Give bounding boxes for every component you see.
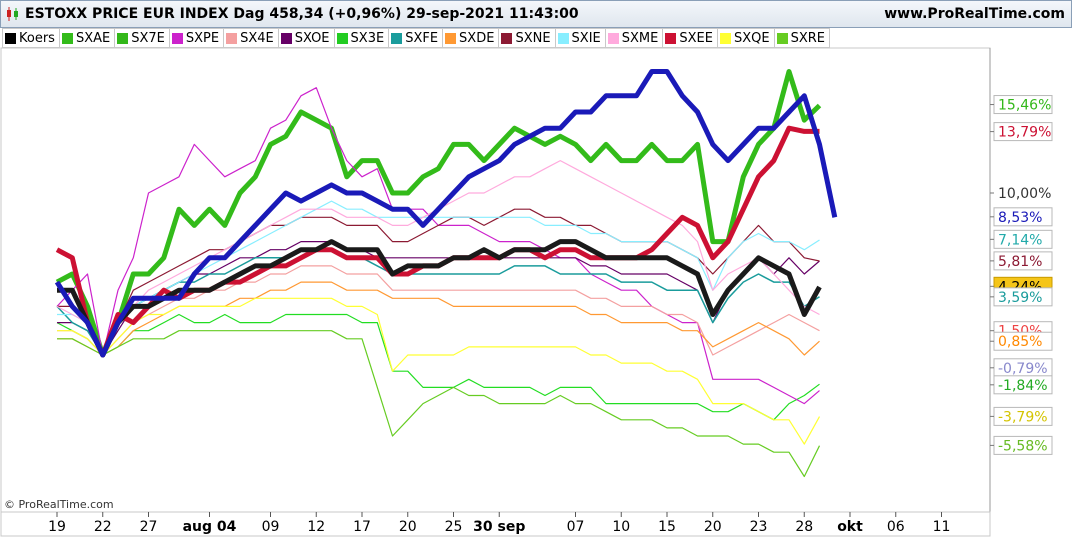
legend-item-sx7e[interactable]: SX7E	[114, 28, 169, 48]
series-line-sxre	[57, 330, 821, 478]
legend-item-sxfe[interactable]: SXFE	[388, 28, 443, 48]
legend-item-sxie[interactable]: SXIE	[554, 28, 605, 48]
legend-item-sx3e[interactable]: SX3E	[333, 28, 389, 48]
legend-item-sxde[interactable]: SXDE	[442, 28, 499, 48]
legend-swatch	[445, 32, 457, 44]
legend-label: SX4E	[240, 30, 274, 46]
legend-label: Koers	[19, 30, 55, 46]
legend-swatch	[336, 32, 348, 44]
x-tick-label: 22	[94, 519, 112, 535]
legend-swatch	[61, 32, 73, 44]
legend-label: SX7E	[131, 30, 165, 46]
x-axis-area	[0, 511, 991, 537]
y-value-label: -1,84%	[998, 378, 1048, 394]
x-tick-label: okt	[837, 519, 863, 535]
legend-swatch	[5, 32, 16, 44]
x-tick-label: 25	[445, 519, 463, 535]
legend-swatch	[501, 32, 513, 44]
series-line-sxie	[57, 200, 820, 356]
legend-label: SXNE	[515, 30, 551, 46]
y-value-label: 3,59%	[998, 290, 1042, 306]
x-tick-label: 10	[612, 519, 630, 535]
x-tick-label: 30 sep	[473, 519, 525, 535]
legend-item-sxae[interactable]: SXAE	[58, 28, 115, 48]
y-value-label: 8,53%	[998, 210, 1042, 226]
legend-label: SXOE	[294, 30, 330, 46]
legend-swatch	[557, 32, 569, 44]
legend-swatch	[607, 32, 619, 44]
legend-item-koers[interactable]: Koers	[2, 28, 59, 48]
legend-item-sxoe[interactable]: SXOE	[277, 28, 334, 48]
legend-label: SXFE	[405, 30, 439, 46]
legend-swatch	[665, 32, 677, 44]
legend-swatch	[776, 32, 788, 44]
x-tick-label: 07	[567, 519, 585, 535]
y-value-label: 7,14%	[998, 232, 1042, 248]
y-value-label: 13,79%	[998, 125, 1051, 141]
site-link[interactable]: www.ProRealTime.com	[884, 6, 1065, 22]
legend-item-sx4e[interactable]: SX4E	[223, 28, 278, 48]
legend-label: SXPE	[185, 30, 220, 46]
title-bar: ESTOXX PRICE EUR INDEX Dag 458,34 (+0,96…	[0, 0, 1072, 28]
y-value-label: -0,79%	[998, 361, 1048, 377]
y-value-label: -5,58%	[998, 438, 1048, 454]
series-line-sxfe	[56, 248, 820, 356]
legend-label: SXDE	[459, 30, 495, 46]
x-tick-label: 20	[704, 519, 722, 535]
series-line-sx3e	[56, 313, 820, 421]
series-line-sx7e	[54, 69, 838, 358]
x-tick-label: aug 04	[183, 519, 237, 535]
series-line-sxqe	[57, 297, 821, 445]
chart-title: ESTOXX PRICE EUR INDEX Dag 458,34 (+0,96…	[25, 6, 579, 22]
x-tick-label: 19	[48, 519, 66, 535]
y-value-label: 5,81%	[998, 254, 1042, 270]
legend-item-sxpe[interactable]: SXPE	[168, 28, 224, 48]
y-value-label: -3,79%	[998, 409, 1048, 425]
legend-label: SXEE	[679, 30, 713, 46]
legend-label: SXIE	[571, 30, 601, 46]
legend-label: SXAE	[75, 30, 111, 46]
legend-label: SXRE	[790, 30, 825, 46]
x-tick-label: 23	[750, 519, 768, 535]
x-tick-label: 15	[658, 519, 676, 535]
legend-swatch	[226, 32, 238, 44]
legend-item-sxme[interactable]: SXME	[604, 28, 663, 48]
x-tick-label: 27	[140, 519, 158, 535]
legend-label: SX3E	[350, 30, 385, 46]
legend-swatch	[171, 32, 183, 44]
x-tick-label: 17	[353, 519, 371, 535]
x-tick-label: 28	[795, 519, 813, 535]
candlestick-icon	[7, 7, 18, 21]
legend: Koers SXAE SX7E SXPE SX4E SXOE SX3E SXFE SXDE SXN…	[2, 28, 830, 48]
watermark: © ProRealTime.com	[4, 498, 114, 511]
x-tick-label: 09	[262, 519, 280, 535]
y-value-label: 10,00%	[998, 186, 1051, 202]
legend-item-sxre[interactable]: SXRE	[773, 28, 830, 48]
legend-swatch	[719, 32, 731, 44]
legend-label: SXQE	[733, 30, 770, 46]
legend-item-sxqe[interactable]: SXQE	[716, 28, 774, 48]
legend-item-sxne[interactable]: SXNE	[498, 28, 555, 48]
legend-label: SXME	[621, 30, 659, 46]
plot-area	[0, 47, 991, 513]
y-value-label: 15,46%	[998, 98, 1051, 114]
series-line-sxae	[55, 69, 822, 358]
x-tick-label: 20	[399, 519, 417, 535]
legend-item-sxee[interactable]: SXEE	[662, 28, 717, 48]
x-tick-label: 12	[307, 519, 325, 535]
x-tick-label: 11	[933, 519, 951, 535]
legend-swatch	[117, 32, 129, 44]
y-value-label: 0,85%	[998, 334, 1042, 350]
legend-swatch	[280, 32, 292, 44]
x-tick-label: 06	[887, 519, 905, 535]
legend-swatch	[391, 32, 403, 44]
